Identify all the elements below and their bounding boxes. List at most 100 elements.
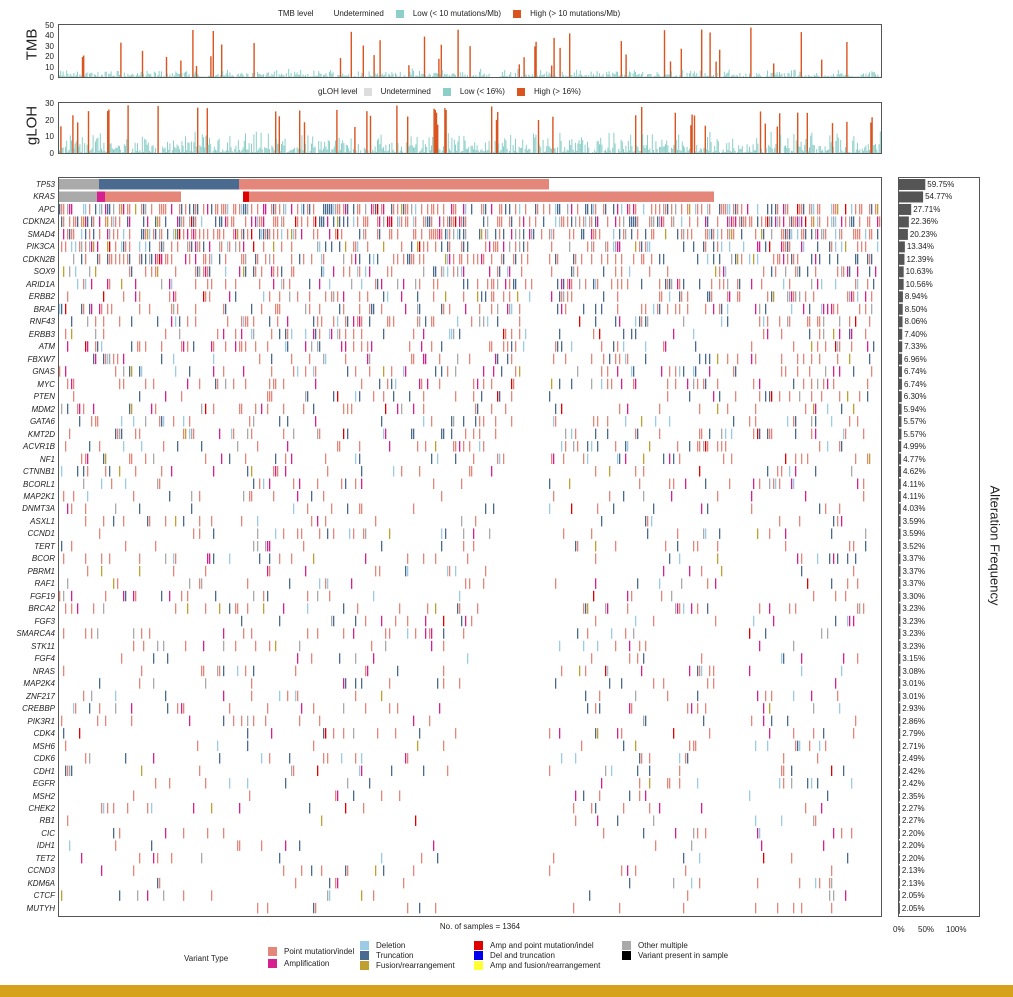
- cell-point: [103, 316, 105, 327]
- cell-deletion: [393, 466, 395, 477]
- cell-point: [469, 441, 471, 452]
- low-bar: [873, 72, 875, 77]
- cell-amp: [261, 403, 263, 415]
- cell-point: [85, 628, 87, 639]
- cell-truncation: [83, 466, 85, 477]
- cell-point: [615, 540, 617, 552]
- cell-truncation: [381, 540, 383, 552]
- low-bar: [116, 70, 118, 77]
- cell-truncation: [503, 228, 505, 240]
- cell-point: [397, 228, 399, 240]
- low-bar: [810, 135, 812, 153]
- low-bar: [222, 149, 224, 153]
- cell-amp-point: [315, 216, 317, 227]
- low-bar: [636, 145, 638, 153]
- cell-deletion: [183, 416, 185, 427]
- low-bar: [858, 150, 860, 153]
- cell-amp: [783, 253, 785, 265]
- cell-point: [273, 378, 275, 390]
- cell-point: [251, 491, 253, 502]
- cell-fusion: [375, 865, 377, 876]
- low-bar: [828, 75, 830, 77]
- low-bar: [546, 71, 548, 77]
- cell-point: [679, 303, 681, 315]
- cell-point: [573, 228, 575, 240]
- low-bar: [119, 146, 120, 153]
- cell-truncation: [245, 266, 247, 277]
- cell-amp: [187, 378, 189, 390]
- low-bar: [855, 76, 857, 77]
- y-tick-label: 0: [49, 73, 54, 82]
- cell-point: [73, 378, 75, 390]
- cell-point: [619, 216, 621, 227]
- cell-point: [669, 778, 671, 789]
- cell-deletion: [841, 241, 843, 252]
- cell-point: [217, 328, 219, 340]
- low-bar: [530, 76, 532, 77]
- cell-point: [507, 341, 509, 352]
- frequency-bar: [899, 553, 901, 565]
- low-bar: [860, 74, 862, 77]
- cell-point: [181, 341, 183, 352]
- low-bar: [79, 144, 81, 153]
- low-bar: [419, 71, 420, 77]
- cell-truncation: [797, 740, 799, 752]
- cell-deletion: [285, 341, 287, 352]
- high-bar: [60, 126, 62, 153]
- cell-truncation: [157, 316, 159, 327]
- cell-point: [619, 902, 621, 914]
- cell-truncation: [571, 266, 573, 277]
- low-bar: [432, 136, 434, 153]
- cell-truncation: [151, 253, 153, 265]
- cell-point: [831, 865, 833, 876]
- low-bar: [587, 141, 588, 153]
- low-bar: [293, 148, 294, 153]
- low-bar: [854, 76, 856, 77]
- low-bar: [770, 131, 772, 153]
- low-bar: [80, 75, 82, 77]
- cell-point: [99, 253, 101, 265]
- cell-point: [155, 266, 157, 277]
- cell-amp: [425, 628, 427, 639]
- cell-truncation: [287, 416, 289, 427]
- cell-other: [787, 316, 789, 327]
- low-bar: [231, 75, 233, 77]
- low-bar: [245, 133, 246, 153]
- low-bar: [647, 135, 648, 153]
- cell-other: [647, 316, 649, 327]
- cell-point: [265, 253, 267, 265]
- cell-truncation: [495, 228, 497, 240]
- cell-point: [433, 478, 435, 489]
- cell-point: [363, 803, 365, 814]
- cell-point: [257, 203, 259, 215]
- low-bar: [606, 151, 608, 153]
- cell-point: [223, 228, 225, 240]
- cell-deletion: [75, 241, 77, 252]
- cell-point: [257, 253, 259, 265]
- low-bar: [717, 141, 719, 153]
- low-bar: [743, 152, 744, 153]
- y-tick-label: 0: [49, 149, 54, 158]
- cell-other: [785, 203, 787, 215]
- oncoprint-matrix: [58, 177, 882, 917]
- low-bar: [483, 151, 485, 153]
- cell-point: [621, 253, 623, 265]
- cell-point: [835, 590, 837, 602]
- cell-amp: [851, 291, 853, 302]
- cell-point: [779, 391, 781, 402]
- cell-amp: [379, 216, 381, 227]
- cell-amp: [235, 341, 237, 352]
- cell-point: [203, 253, 205, 265]
- cell-truncation: [631, 228, 633, 240]
- cell-truncation: [709, 291, 711, 302]
- cell-amp: [839, 366, 841, 377]
- cell-point: [195, 228, 197, 240]
- low-bar: [294, 147, 296, 153]
- cell-other: [671, 590, 673, 602]
- cell-point: [215, 203, 217, 215]
- cell-point: [803, 353, 805, 365]
- cell-truncation: [63, 728, 65, 739]
- cell-point: [221, 241, 223, 252]
- cell-amp-point: [807, 578, 809, 589]
- low-bar: [769, 76, 771, 77]
